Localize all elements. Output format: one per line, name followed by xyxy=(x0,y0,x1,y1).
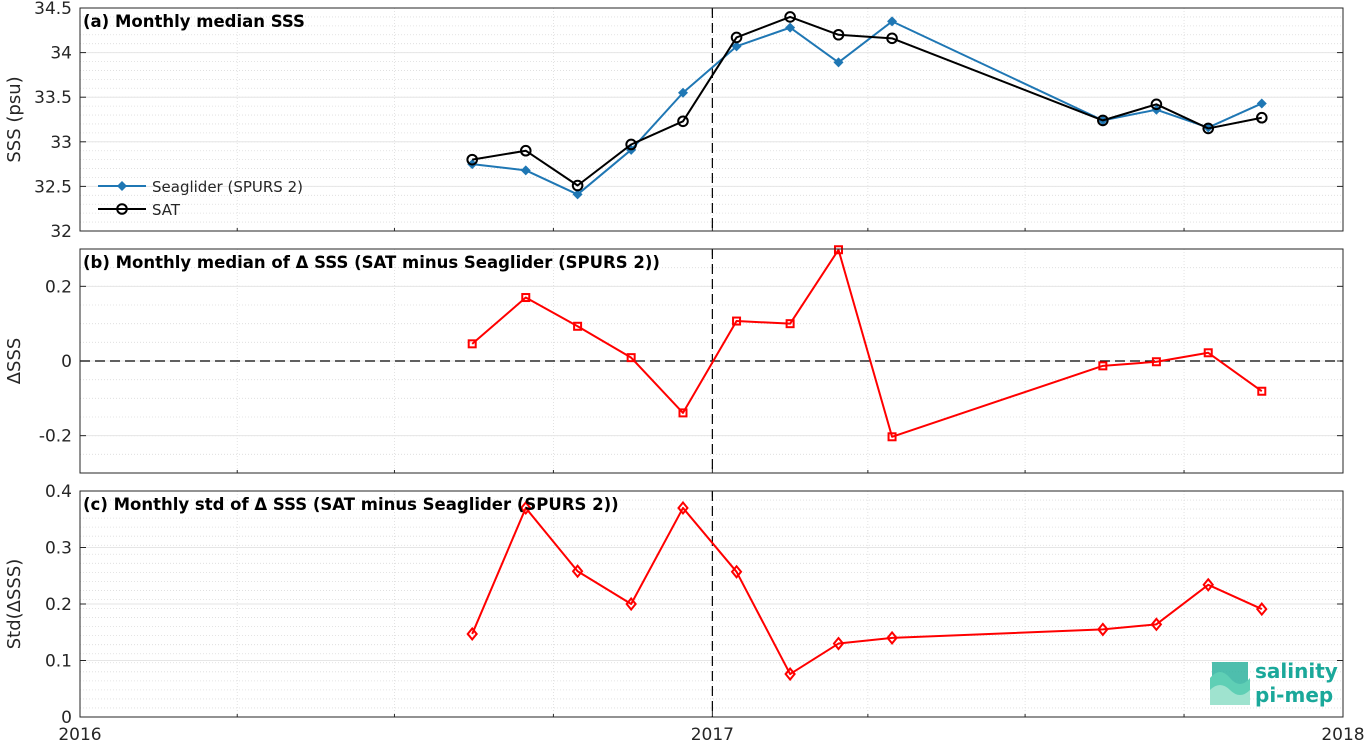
data-point xyxy=(886,32,898,45)
y-tick-label: 0.1 xyxy=(45,652,72,672)
data-point xyxy=(519,144,532,157)
plot-frame xyxy=(79,490,1344,718)
data-point xyxy=(1098,361,1108,371)
plot-area xyxy=(80,8,1343,231)
data-point xyxy=(571,564,584,579)
y-tick-label: 34.5 xyxy=(34,0,72,19)
data-point xyxy=(1202,122,1215,135)
data-point xyxy=(626,353,636,363)
data-point xyxy=(677,500,689,516)
data-point xyxy=(1257,386,1267,396)
y-tick-label: 0 xyxy=(61,708,72,728)
y-axis-label: Std(ΔSSS) xyxy=(4,559,25,650)
data-point xyxy=(887,16,898,27)
panels: 32 32.5 33 33.5 34 34.5 (a) Monthly median SSS… xyxy=(4,0,1365,745)
panel-title: (a) Monthly median SSS xyxy=(83,12,305,31)
data-point xyxy=(573,321,583,331)
data-point xyxy=(521,293,531,303)
data-point xyxy=(520,165,531,176)
data-point xyxy=(466,626,478,642)
panel-title: (c) Monthly std of Δ SSS (SAT minus Seag… xyxy=(83,495,619,514)
y-tick-label: 0.2 xyxy=(45,595,72,615)
panel-title: (b) Monthly median of Δ SSS (SAT minus S… xyxy=(83,253,660,272)
y-tick-label: 0.2 xyxy=(45,277,72,297)
data-point xyxy=(625,596,637,612)
data-point xyxy=(784,666,796,682)
y-tick-label: 33 xyxy=(50,133,72,153)
legend-sat-marker xyxy=(116,203,128,215)
series-line-1 xyxy=(471,506,1263,676)
data-point xyxy=(625,138,637,151)
logo-line2: pi-mep xyxy=(1255,683,1333,707)
data-point xyxy=(677,87,688,98)
plot-frame xyxy=(79,7,1344,232)
y-tick-label: -0.2 xyxy=(39,427,72,447)
data-point xyxy=(785,319,795,329)
data-point xyxy=(519,500,532,516)
y-axis-label: SSS (psu) xyxy=(4,76,25,162)
plot-frame xyxy=(79,248,1344,474)
data-point xyxy=(466,153,479,166)
salinity-pi-mep-logo: salinity pi-mep xyxy=(1210,659,1338,707)
data-point xyxy=(571,179,584,192)
data-point xyxy=(1255,111,1268,124)
data-point xyxy=(467,339,477,349)
panel-2: 0.2 0 -0.2 (b) Monthly median of Δ SSS (SAT… xyxy=(4,245,1344,474)
y-tick-label: 0.4 xyxy=(45,482,72,502)
data-point xyxy=(833,57,844,68)
data-point xyxy=(832,636,845,651)
panel-3: 0 0.1 0.2 0.3 0.4 (c) Monthly std of Δ SSS (S… xyxy=(4,482,1344,728)
data-point xyxy=(677,115,689,128)
y-axis-label: ΔSSS xyxy=(4,338,25,385)
y-tick-label: 0 xyxy=(61,352,72,372)
y-tick-label: 32.5 xyxy=(34,177,72,197)
data-point xyxy=(887,432,897,442)
logo-line1: salinity xyxy=(1255,659,1338,683)
data-point xyxy=(572,189,583,200)
data-point xyxy=(1150,617,1163,632)
data-point xyxy=(1097,114,1109,127)
data-point xyxy=(1151,357,1161,367)
data-point xyxy=(832,28,845,41)
x-tick-label: 2017 xyxy=(691,725,734,745)
panel-1: 32 32.5 33 33.5 34 34.5 (a) Monthly median SSS… xyxy=(4,0,1344,242)
data-point xyxy=(1203,348,1213,358)
data-point xyxy=(886,630,898,645)
y-tick-label: 33.5 xyxy=(34,88,72,108)
series-line-1 xyxy=(471,248,1263,438)
data-point xyxy=(730,564,743,579)
data-point xyxy=(1150,98,1163,111)
y-tick-label: 0.3 xyxy=(45,539,72,559)
x-tick-label: 2018 xyxy=(1321,725,1364,745)
x-tick-label: 2016 xyxy=(58,725,101,745)
data-point xyxy=(785,22,796,33)
data-point xyxy=(1097,622,1109,637)
series-line-2 xyxy=(472,15,1262,187)
legend: Seaglider (SPURS 2) SAT xyxy=(98,178,303,219)
data-point xyxy=(833,245,843,255)
data-point xyxy=(731,41,742,52)
data-point xyxy=(1202,577,1215,592)
legend-sat-label: SAT xyxy=(152,201,181,219)
data-point xyxy=(1256,98,1267,109)
legend-seaglider-label: Seaglider (SPURS 2) xyxy=(152,178,303,196)
data-point xyxy=(1255,602,1268,617)
y-tick-label: 32 xyxy=(50,222,72,242)
data-point xyxy=(732,316,742,326)
y-tick-label: 34 xyxy=(50,44,72,64)
data-point xyxy=(730,31,743,44)
data-point xyxy=(678,408,688,418)
legend-seaglider-marker xyxy=(117,181,127,191)
data-point xyxy=(784,11,796,23)
